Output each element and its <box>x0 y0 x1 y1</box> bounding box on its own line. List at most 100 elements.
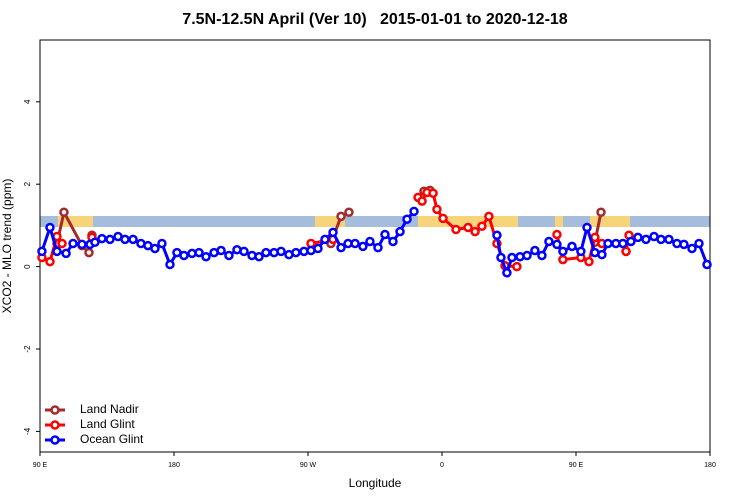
point <box>470 226 480 237</box>
point <box>128 234 138 245</box>
point <box>344 207 354 217</box>
point <box>336 242 346 253</box>
point <box>165 259 175 270</box>
point <box>328 227 338 238</box>
point <box>276 246 286 257</box>
point <box>687 243 697 254</box>
y-tick-label: -2 <box>23 345 32 353</box>
x-tick-label: 90 E <box>33 462 48 469</box>
point <box>365 236 375 247</box>
point <box>641 234 651 245</box>
point <box>484 211 494 222</box>
point <box>37 246 47 257</box>
y-tick-label: 0 <box>23 264 32 269</box>
point <box>544 236 554 247</box>
legend-label: Ocean Glint <box>80 432 144 446</box>
point <box>157 238 167 249</box>
point <box>496 252 506 263</box>
point <box>432 204 442 215</box>
x-tick-label: 90 E <box>569 462 584 469</box>
point <box>477 221 487 231</box>
point <box>558 254 568 265</box>
point <box>664 234 674 245</box>
legend-marker <box>50 405 60 415</box>
point <box>380 229 390 240</box>
point <box>679 239 689 250</box>
series <box>37 206 712 278</box>
point <box>530 245 540 256</box>
point <box>77 239 87 250</box>
point <box>596 207 606 217</box>
point <box>61 248 71 259</box>
legend-marker <box>50 420 60 430</box>
point <box>97 233 107 244</box>
y-tick-label: -4 <box>23 427 32 435</box>
x-tick-label: 90 W <box>300 462 317 469</box>
point <box>350 238 360 249</box>
y-tick-label: 4 <box>23 99 32 104</box>
point <box>428 188 438 199</box>
legend-label: Land Glint <box>80 417 135 431</box>
point <box>402 214 412 224</box>
map-strip <box>40 216 710 227</box>
point <box>603 238 613 249</box>
point <box>576 246 586 257</box>
point <box>84 247 94 258</box>
point <box>59 207 69 217</box>
point <box>451 224 461 235</box>
point <box>621 246 631 257</box>
point <box>463 222 473 233</box>
point <box>201 251 211 262</box>
point <box>239 246 249 257</box>
point <box>105 234 115 245</box>
point <box>492 230 502 241</box>
point <box>626 236 636 247</box>
point <box>254 251 264 262</box>
point <box>582 222 592 233</box>
point <box>194 247 204 258</box>
point <box>502 268 512 278</box>
point <box>417 196 427 206</box>
legend-label: Land Nadir <box>80 402 139 416</box>
point <box>45 256 55 267</box>
point <box>395 226 405 237</box>
point <box>409 206 419 217</box>
point <box>597 249 607 260</box>
point <box>45 222 55 233</box>
point <box>507 252 517 263</box>
point <box>313 243 323 254</box>
point <box>373 242 383 253</box>
y-tick-label: 2 <box>23 181 32 186</box>
y-axis-label: XCO2 - MLO trend (ppm) <box>0 179 14 314</box>
x-tick-label: 0 <box>440 462 444 469</box>
point <box>291 247 301 258</box>
point <box>224 250 234 261</box>
land-strip <box>555 216 563 227</box>
point <box>537 250 547 261</box>
point <box>358 241 368 252</box>
ocean-strip <box>40 216 710 227</box>
point <box>567 241 577 252</box>
land-strip <box>58 216 93 227</box>
point <box>261 247 271 258</box>
legend-marker <box>50 435 60 445</box>
point <box>68 238 78 249</box>
point <box>438 213 448 224</box>
point <box>552 239 562 250</box>
point <box>52 246 62 257</box>
point <box>656 234 666 245</box>
point <box>512 261 522 272</box>
plot-frame <box>39 39 711 453</box>
point <box>702 259 712 270</box>
point <box>320 234 330 245</box>
point <box>57 238 67 249</box>
point <box>179 250 189 261</box>
point <box>552 229 562 240</box>
point <box>584 256 594 267</box>
point <box>694 238 704 249</box>
point <box>90 237 100 248</box>
land-strip <box>315 216 345 227</box>
point <box>216 245 226 256</box>
